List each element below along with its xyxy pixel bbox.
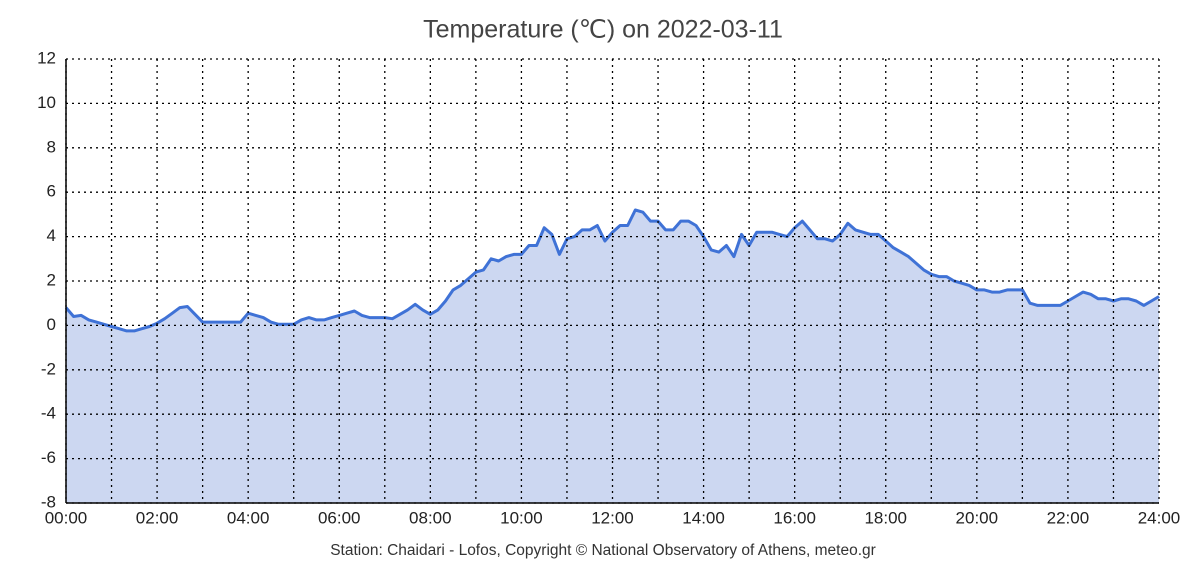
footer: Station: Chaidari - Lofos, Copyright © N… — [330, 542, 876, 559]
line — [64, 208, 1160, 333]
y-tick-label: -4 — [41, 404, 56, 423]
area — [66, 210, 1159, 503]
x-tick-label: 20:00 — [956, 508, 999, 527]
x-tick-label: 08:00 — [409, 508, 452, 527]
x-tick-label: 16:00 — [773, 508, 816, 527]
x-tick-label: 06:00 — [318, 508, 361, 527]
x-tick-label: 12:00 — [591, 508, 634, 527]
x-tick-label: 22:00 — [1047, 508, 1090, 527]
chart-title: Temperature (℃) on 2022-03-11 — [423, 16, 783, 44]
y-tick-label: 10 — [37, 93, 56, 112]
x-tick-label: 24:00 — [1138, 508, 1181, 527]
y-tick-label: -8 — [41, 492, 56, 511]
x-tick-label: 04:00 — [227, 508, 270, 527]
x-tick-label: 00:00 — [45, 508, 88, 527]
x-tick-label: 02:00 — [136, 508, 179, 527]
y-tick-label: 0 — [47, 315, 56, 334]
y-tick-label: 12 — [37, 48, 56, 67]
y-tick-label: 4 — [47, 226, 56, 245]
y-tick-label: -2 — [41, 359, 56, 378]
x-tick-label: 18:00 — [864, 508, 907, 527]
y-tick-label: -6 — [41, 448, 56, 467]
y-tick-label: 8 — [47, 137, 56, 156]
x-tick-label: 14:00 — [682, 508, 725, 527]
y-tick-label: 2 — [47, 270, 56, 289]
x-tick-label: 10:00 — [500, 508, 543, 527]
y-tick-label: 6 — [47, 182, 56, 201]
